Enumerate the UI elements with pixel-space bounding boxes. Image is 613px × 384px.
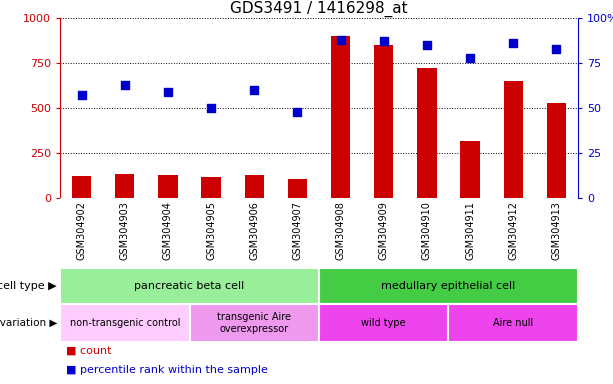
Point	[379, 38, 389, 45]
Point	[120, 81, 130, 88]
Text: pancreatic beta cell: pancreatic beta cell	[134, 281, 245, 291]
Bar	[60, 268, 319, 304]
Text: medullary epithelial cell: medullary epithelial cell	[381, 281, 516, 291]
Point	[336, 36, 346, 43]
Text: non-transgenic control: non-transgenic control	[69, 318, 180, 328]
Point	[465, 55, 475, 61]
Bar	[374, 45, 394, 198]
Bar	[319, 304, 449, 342]
Point	[552, 46, 562, 52]
Point	[422, 42, 432, 48]
Point	[508, 40, 518, 46]
Text: GSM304907: GSM304907	[292, 201, 302, 260]
Text: GSM304906: GSM304906	[249, 201, 259, 260]
Point	[77, 92, 86, 98]
Point	[249, 87, 259, 93]
Text: cell type ▶: cell type ▶	[0, 281, 57, 291]
Text: GSM304911: GSM304911	[465, 201, 475, 260]
Text: GSM304908: GSM304908	[335, 201, 346, 260]
Bar	[60, 304, 189, 342]
Text: genotype/variation ▶: genotype/variation ▶	[0, 318, 57, 328]
Text: GSM304904: GSM304904	[163, 201, 173, 260]
Text: ■ percentile rank within the sample: ■ percentile rank within the sample	[66, 364, 268, 375]
Text: GSM304910: GSM304910	[422, 201, 432, 260]
Bar	[503, 81, 523, 198]
Bar	[245, 175, 264, 198]
Bar	[331, 36, 350, 198]
Bar	[72, 175, 91, 198]
Text: wild type: wild type	[362, 318, 406, 328]
Text: GSM304912: GSM304912	[508, 201, 518, 260]
Text: transgenic Aire
overexpressor: transgenic Aire overexpressor	[217, 312, 291, 334]
Text: GSM304905: GSM304905	[206, 201, 216, 260]
Title: GDS3491 / 1416298_at: GDS3491 / 1416298_at	[230, 0, 408, 17]
Bar	[202, 177, 221, 198]
Point	[163, 89, 173, 95]
Bar	[460, 141, 480, 198]
Text: GSM304909: GSM304909	[379, 201, 389, 260]
Bar	[417, 68, 436, 198]
Text: GSM304902: GSM304902	[77, 201, 86, 260]
Bar	[158, 175, 178, 198]
Point	[292, 109, 302, 115]
Bar	[547, 103, 566, 198]
Text: ■ count: ■ count	[66, 345, 112, 356]
Text: GSM304903: GSM304903	[120, 201, 130, 260]
Bar	[287, 179, 307, 198]
Text: GSM304913: GSM304913	[552, 201, 562, 260]
Text: Aire null: Aire null	[493, 318, 533, 328]
Bar	[115, 174, 134, 198]
Bar	[189, 304, 319, 342]
Bar	[319, 268, 578, 304]
Bar	[449, 304, 578, 342]
Point	[206, 105, 216, 111]
